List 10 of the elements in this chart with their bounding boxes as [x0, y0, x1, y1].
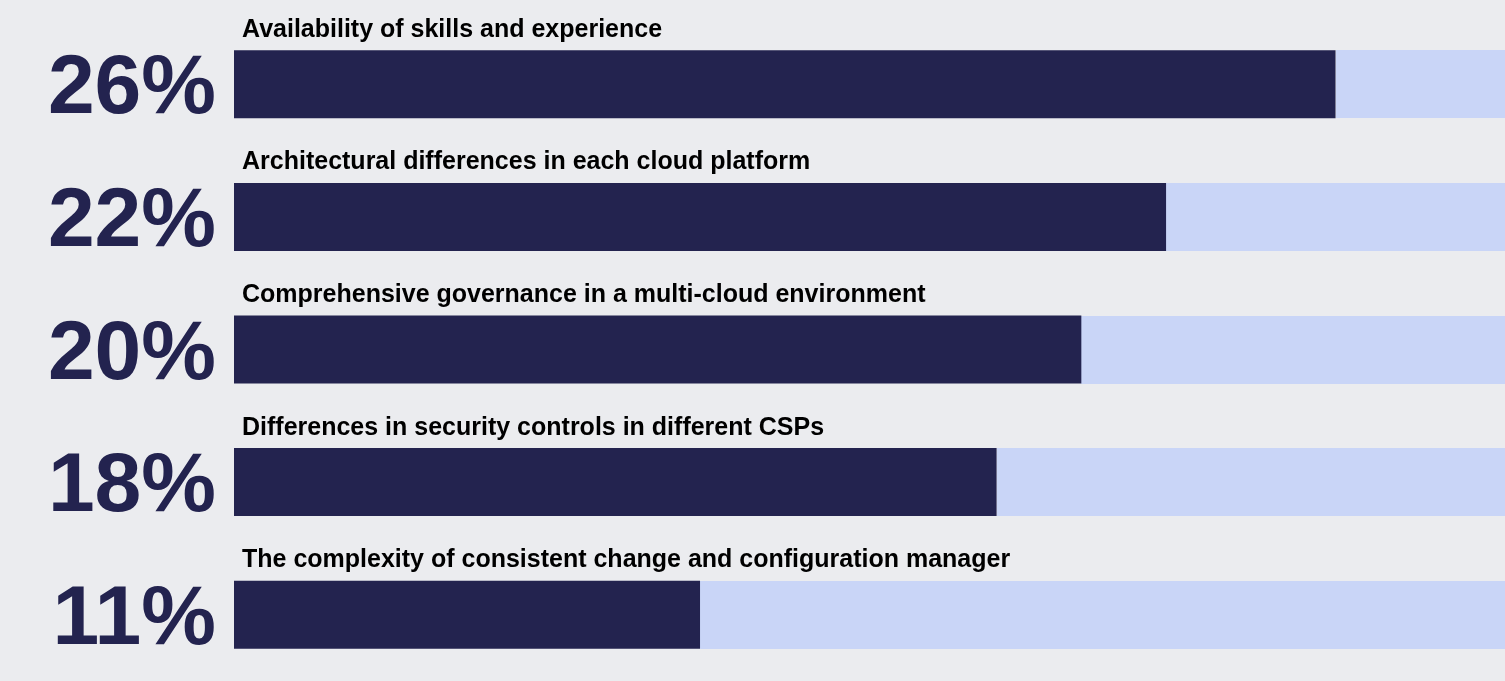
y-tick-label: Availability of skills and experience	[242, 13, 663, 42]
data-label: 26%	[47, 37, 216, 132]
y-tick-label: Comprehensive governance in a multi-cloud environment	[242, 279, 927, 307]
y-tick-label: Architectural differences in each cloud platform	[242, 146, 811, 175]
y-tick-label: The complexity of consistent change and configuration manager	[242, 544, 1011, 573]
data-label: 11%	[52, 567, 216, 662]
data-label: 22%	[47, 169, 216, 264]
data-label: 18%	[47, 435, 216, 530]
y-tick-label: Differences in security controls in different CSPs	[242, 411, 825, 440]
data-label: 20%	[47, 302, 216, 397]
